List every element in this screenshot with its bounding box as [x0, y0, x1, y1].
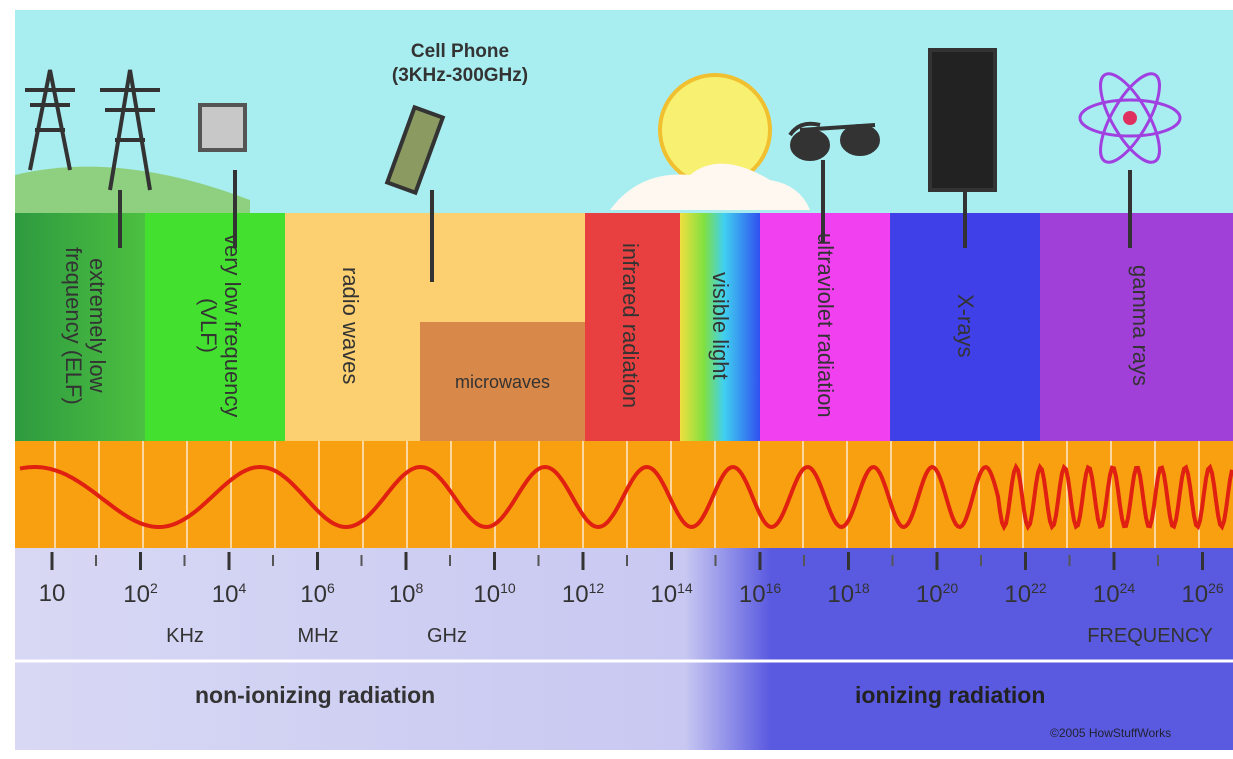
tick-base: 10 — [123, 581, 150, 608]
tick-exponent: 16 — [766, 580, 782, 596]
nucleus — [1123, 111, 1137, 125]
tick-base: 10 — [1093, 581, 1120, 608]
lens — [842, 126, 878, 154]
tick-exponent: 18 — [854, 580, 870, 596]
tick-exponent: 8 — [415, 580, 423, 596]
tick-base: 10 — [1181, 581, 1208, 608]
tick-label: 104 — [212, 580, 247, 609]
region-label: non-ionizing radiation — [195, 682, 435, 709]
tick-base: 10 — [1004, 581, 1031, 608]
tick-label: 1026 — [1181, 580, 1223, 609]
tick-exponent: 24 — [1120, 580, 1136, 596]
tick-label: 1016 — [739, 580, 781, 609]
tick-label: 1022 — [1004, 580, 1046, 609]
tick-label: 1012 — [562, 580, 604, 609]
tick-base: 10 — [739, 581, 766, 608]
unit-label: KHz — [166, 625, 204, 648]
tick-label: 1024 — [1093, 580, 1135, 609]
tick-base: 10 — [212, 581, 239, 608]
credit: ©2005 HowStuffWorks — [1050, 726, 1171, 740]
frequency-area — [15, 548, 1233, 750]
spectrum-diagram: Cell Phone (3KHz-300GHz) extremely low f… — [0, 0, 1233, 759]
band-label: very low frequency (VLF) — [175, 218, 265, 433]
band-label: ultraviolet radiation — [790, 218, 860, 433]
xray-film — [930, 50, 995, 190]
tick-label: 1010 — [473, 580, 515, 609]
tick-base: 10 — [562, 581, 589, 608]
tick-exponent: 4 — [238, 580, 246, 596]
tick-exponent: 22 — [1031, 580, 1047, 596]
computer — [200, 105, 245, 150]
tick-exponent: 2 — [150, 580, 158, 596]
tick-base: 10 — [827, 581, 854, 608]
tick-label: 102 — [123, 580, 158, 609]
tick-exponent: 12 — [589, 580, 605, 596]
tick-exponent: 6 — [327, 580, 335, 596]
callout-title: Cell Phone — [375, 40, 545, 64]
tick-base: 10 — [39, 580, 66, 607]
callout-range: (3KHz-300GHz) — [375, 64, 545, 88]
unit-label: GHz — [427, 625, 467, 648]
tick-label: 106 — [300, 580, 335, 609]
band-label: extremely low frequency (ELF) — [40, 218, 130, 433]
tick-label: 1014 — [650, 580, 692, 609]
band-label: microwaves — [425, 372, 580, 393]
band-label: gamma rays — [1110, 218, 1170, 433]
axis-label: FREQUENCY — [1087, 625, 1213, 648]
band-label: radio waves — [320, 218, 380, 433]
tick-exponent: 20 — [943, 580, 959, 596]
tick-label: 10 — [39, 580, 66, 608]
band-label: visible light — [690, 218, 750, 433]
tick-exponent: 14 — [677, 580, 693, 596]
tick-label: 1020 — [916, 580, 958, 609]
unit-label: MHz — [297, 625, 338, 648]
tick-label: 1018 — [827, 580, 869, 609]
tick-base: 10 — [650, 581, 677, 608]
lens — [792, 131, 828, 159]
tick-base: 10 — [389, 581, 416, 608]
region-label: ionizing radiation — [855, 682, 1045, 709]
tick-base: 10 — [300, 581, 327, 608]
tick-exponent: 26 — [1208, 580, 1224, 596]
callout: Cell Phone (3KHz-300GHz) — [375, 40, 545, 88]
band-label: X-rays — [935, 218, 995, 433]
tick-base: 10 — [473, 581, 500, 608]
tick-base: 10 — [916, 581, 943, 608]
tick-exponent: 10 — [500, 580, 516, 596]
tick-label: 108 — [389, 580, 424, 609]
band-label: infrared radiation — [600, 218, 660, 433]
